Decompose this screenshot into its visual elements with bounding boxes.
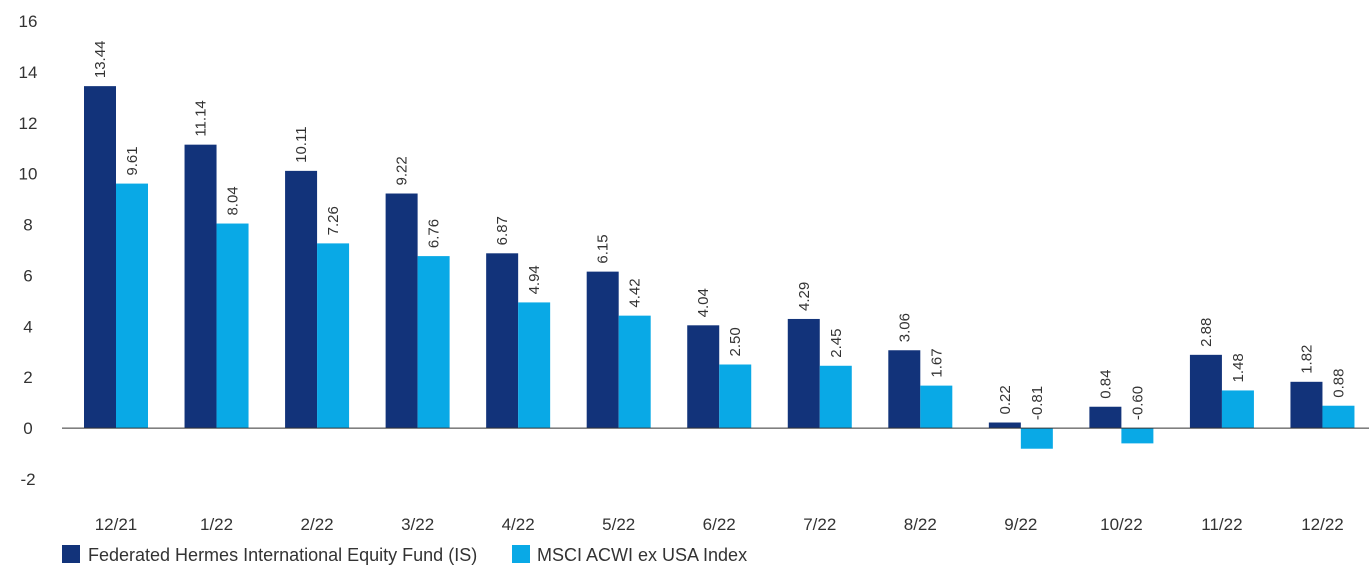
bar-value-label: 1.67: [928, 348, 945, 377]
x-tick-label: 10/22: [1100, 515, 1143, 534]
bar-index: [216, 223, 249, 429]
bar-index: [920, 385, 953, 429]
x-tick-label: 1/22: [200, 515, 233, 534]
bar-index: [1121, 428, 1154, 444]
bar-value-label: 10.11: [293, 126, 310, 162]
legend-swatch-fund: [62, 545, 80, 563]
bar-fund: [184, 144, 217, 429]
x-tick-label: 6/22: [703, 515, 736, 534]
bar-value-label: 3.06: [896, 313, 913, 342]
bar-value-label: 6.76: [426, 219, 443, 248]
bar-value-label: 1.48: [1230, 353, 1247, 382]
bar-index: [518, 302, 551, 429]
y-tick-label: 8: [23, 216, 32, 235]
y-axis: -2 0 2 4 6 8 10 12 14 16: [19, 12, 38, 489]
bar-value-label: 9.22: [394, 156, 411, 185]
legend: Federated Hermes International Equity Fu…: [62, 545, 747, 565]
legend-label-fund: Federated Hermes International Equity Fu…: [88, 545, 477, 565]
legend-label-index: MSCI ACWI ex USA Index: [537, 545, 747, 565]
y-tick-label: 12: [19, 114, 38, 133]
y-tick-label: 0: [23, 419, 32, 438]
bar-index: [317, 243, 350, 429]
x-tick-label: 11/22: [1201, 515, 1242, 534]
bar-fund: [84, 86, 116, 429]
bar-fund: [1189, 354, 1222, 429]
bar-value-label: -0.81: [1029, 386, 1046, 420]
bar-fund: [486, 253, 519, 429]
y-tick-label: -2: [20, 470, 35, 489]
x-tick-label: 3/22: [401, 515, 434, 534]
bar-value-label: 13.44: [92, 41, 109, 79]
bar-value-label: 11.14: [193, 100, 210, 136]
bar-value-label: 0.22: [997, 385, 1014, 414]
y-tick-label: 4: [23, 317, 32, 336]
bar-fund: [888, 350, 921, 429]
bar-index: [1020, 428, 1053, 449]
legend-item-index: MSCI ACWI ex USA Index: [512, 545, 747, 565]
bar-value-label: 6.15: [595, 234, 612, 263]
bar-fund: [1290, 381, 1323, 429]
legend-item-fund: Federated Hermes International Equity Fu…: [62, 545, 477, 565]
legend-swatch-index: [512, 545, 530, 563]
y-tick-label: 16: [19, 12, 38, 31]
x-tick-label: 5/22: [602, 515, 635, 534]
x-axis: 12/21 1/22 2/22 3/22 4/22 5/22 6/22 7/22 8/22 9/2…: [95, 515, 1344, 534]
bar-value-label: 2.45: [828, 329, 845, 358]
bar-value-label: 6.87: [494, 216, 511, 245]
bar-value-label: 1.82: [1298, 345, 1315, 374]
bar-value-label: 0.84: [1097, 370, 1114, 399]
bar-index: [719, 364, 752, 429]
bar-index: [1322, 405, 1355, 429]
bar-value-label: 7.26: [325, 206, 342, 235]
bar-fund: [586, 271, 619, 429]
x-tick-label: 8/22: [904, 515, 937, 534]
bar-fund: [385, 193, 418, 429]
x-tick-label: 4/22: [502, 515, 535, 534]
bar-index: [618, 315, 651, 429]
x-tick-label: 12/21: [95, 515, 138, 534]
y-tick-label: 14: [19, 63, 38, 82]
x-tick-label: 9/22: [1004, 515, 1037, 534]
bar-index: [819, 365, 852, 429]
bar-fund: [1089, 406, 1122, 429]
bar-index: [1221, 390, 1254, 429]
y-tick-label: 6: [23, 266, 32, 285]
x-tick-label: 12/22: [1301, 515, 1344, 534]
y-tick-label: 10: [19, 165, 38, 184]
bar-series: 13.44 9.61 11.14 8.04 10.11 7.26 9.22 6.76 6.87 4…: [84, 41, 1355, 449]
x-tick-label: 7/22: [803, 515, 836, 534]
bar-value-label: 9.61: [124, 146, 141, 175]
x-tick-label: 2/22: [301, 515, 334, 534]
bar-value-label: 4.29: [796, 282, 813, 311]
y-tick-label: 2: [23, 368, 32, 387]
bar-value-label: 8.04: [225, 186, 242, 215]
bar-value-label: 4.42: [627, 278, 644, 307]
bar-value-label: 4.04: [695, 288, 712, 317]
bar-value-label: 0.88: [1330, 369, 1347, 398]
bar-value-label: 2.50: [727, 327, 744, 356]
bar-value-label: 2.88: [1198, 318, 1215, 347]
bar-value-label: 4.94: [526, 265, 543, 294]
bar-fund: [988, 422, 1021, 429]
bar-index: [417, 256, 450, 429]
bar-fund: [285, 170, 318, 429]
bar-value-label: -0.60: [1129, 386, 1146, 420]
bar-index: [116, 183, 148, 429]
bar-fund: [787, 318, 820, 429]
bar-fund: [687, 325, 720, 429]
